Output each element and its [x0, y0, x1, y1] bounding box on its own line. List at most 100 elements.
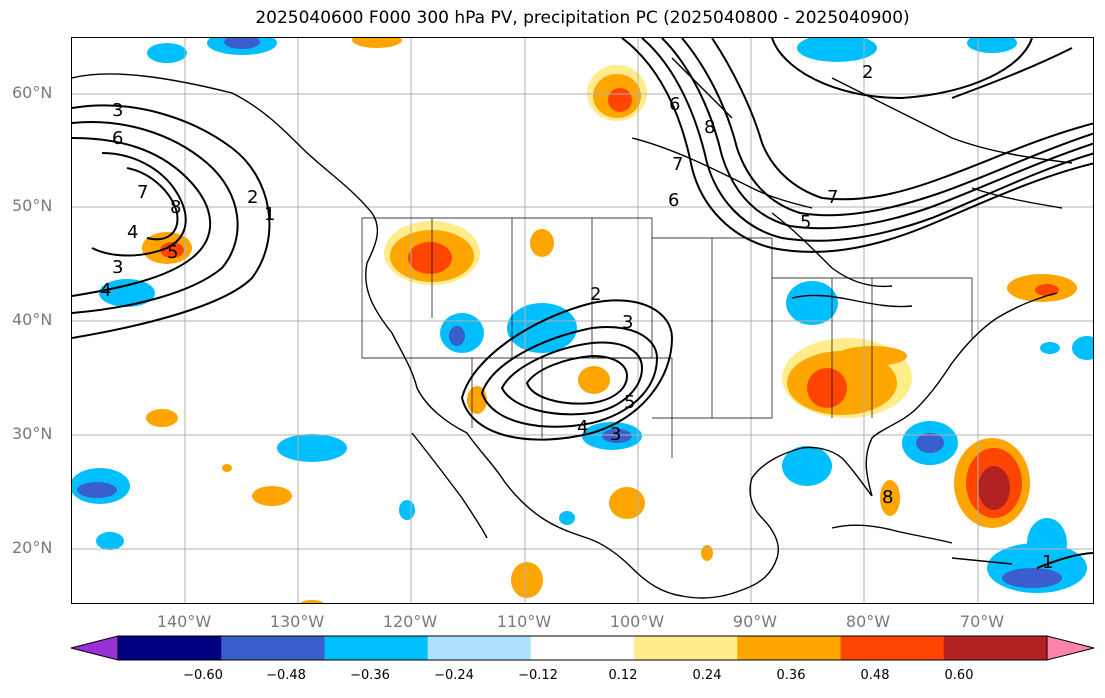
precip-pos-area	[530, 229, 554, 257]
lon-label-130w: 130°W	[269, 612, 325, 631]
colorbar	[70, 635, 1095, 661]
colorbar-tick-label: −0.48	[266, 668, 306, 683]
lat-label-30n: 30°N	[12, 424, 53, 443]
lon-label-140w: 140°W	[156, 612, 212, 631]
colorbar-tick-label: 0.48	[860, 668, 890, 683]
contour-label: 1	[264, 204, 275, 225]
precip-pos-area	[701, 545, 713, 561]
contour-label: 5	[624, 392, 635, 413]
precip-neg-area	[147, 43, 187, 63]
precip-pos-area	[880, 480, 900, 516]
contour-label: 6	[668, 190, 679, 211]
precip-pos-area	[608, 88, 632, 112]
precip-pos-area	[609, 487, 645, 519]
colorbar-arrow-left	[70, 635, 119, 661]
precip-pos-area	[511, 562, 543, 598]
precip-neg-area	[1072, 336, 1093, 360]
precip-pos-area	[146, 409, 178, 427]
contour-label: 1	[1042, 552, 1053, 573]
contour-label: 2	[862, 62, 873, 83]
lon-label-80w: 80°W	[845, 612, 891, 631]
contour-label: 5	[800, 212, 811, 233]
precip-neg-area	[782, 446, 832, 486]
precip-neg-area	[786, 281, 838, 325]
precip-neg-area	[967, 38, 1017, 53]
contour-label: 4	[100, 280, 111, 301]
colorbar-segment	[324, 636, 429, 660]
colorbar-tick-label: −0.60	[183, 668, 223, 683]
precip-neg-area	[449, 326, 465, 346]
precip-pos-area	[578, 366, 610, 394]
precip-neg-area	[1040, 342, 1060, 354]
lon-label-90w: 90°W	[732, 612, 778, 631]
map-title: 2025040600 F000 300 hPa PV, precipitatio…	[255, 8, 910, 28]
colorbar-arrow-right	[1046, 635, 1095, 661]
precip-neg-area	[399, 500, 415, 520]
precip-pos-area	[300, 600, 324, 603]
precip-pos-area	[978, 466, 1010, 510]
colorbar-segment	[427, 636, 532, 660]
colorbar-tick-label: −0.12	[518, 668, 558, 683]
contour-label: 6	[112, 128, 123, 149]
map-canvas: 3 6 7 8 2 1 4 3 4 5 2 3 5 4 3 6 8 7 5 6 …	[72, 38, 1093, 603]
contour-label: 8	[704, 117, 715, 138]
colorbar-tick-label: 0.24	[692, 668, 722, 683]
lon-label-120w: 120°W	[382, 612, 438, 631]
contour-label: 6	[669, 94, 680, 115]
precip-neg-area	[1027, 518, 1067, 568]
precip-pos-area	[408, 242, 452, 274]
contour-label: 3	[610, 424, 621, 445]
contour-label: 4	[127, 222, 138, 243]
precip-pos-area	[352, 38, 402, 48]
colorbar-segment	[943, 636, 1048, 660]
contour-label: 2	[590, 284, 601, 305]
contour-label: 7	[827, 187, 838, 208]
contour-label: 5	[167, 242, 178, 263]
precip-neg-area	[96, 532, 124, 550]
precip-neg-area	[916, 433, 944, 453]
precip-pos-area	[222, 464, 232, 472]
precip-neg-area	[602, 429, 632, 443]
contour-labels: 3 6 7 8 2 1 4 3 4 5 2 3 5 4 3 6 8 7 5 6 …	[100, 62, 1053, 573]
pv-contours	[72, 38, 1093, 569]
colorbar-tick-label: 0.36	[776, 668, 806, 683]
colorbar-tick-label: 0.12	[608, 668, 638, 683]
lat-label-60n: 60°N	[12, 83, 53, 102]
precip-pos-area	[807, 368, 847, 408]
precip-neg-area	[1002, 568, 1062, 588]
colorbar-segment	[634, 636, 738, 660]
precip-shading	[72, 38, 1093, 603]
colorbar-segment	[737, 636, 842, 660]
precip-pos-area	[1035, 284, 1059, 296]
colorbar-tick-label: −0.36	[350, 668, 390, 683]
contour-label: 8	[170, 197, 181, 218]
lon-label-110w: 110°W	[496, 612, 552, 631]
map-gridlines	[72, 38, 1093, 603]
precip-neg-area	[224, 38, 260, 49]
contour-label: 7	[137, 182, 148, 203]
contour-label: 8	[882, 487, 893, 508]
precip-neg-area	[277, 434, 347, 462]
precip-neg-area	[77, 482, 117, 498]
contour-label: 7	[672, 154, 683, 175]
contour-label: 2	[247, 187, 258, 208]
contour-label: 3	[112, 100, 123, 121]
lat-label-40n: 40°N	[12, 310, 53, 329]
contour-label: 4	[577, 417, 588, 438]
colorbar-segment	[530, 636, 635, 660]
lon-label-100w: 100°W	[609, 612, 665, 631]
lat-label-50n: 50°N	[12, 196, 53, 215]
colorbar-tick-label: −0.24	[434, 668, 474, 683]
coastlines	[72, 57, 1073, 599]
colorbar-segment	[840, 636, 945, 660]
contour-label: 3	[112, 257, 123, 278]
map-panel[interactable]: 3 6 7 8 2 1 4 3 4 5 2 3 5 4 3 6 8 7 5 6 …	[71, 37, 1094, 604]
state-borders	[361, 217, 973, 458]
colorbar-tick-label: 0.60	[944, 668, 974, 683]
colorbar-segment	[118, 636, 222, 660]
precip-neg-area	[559, 511, 575, 525]
precip-neg-area	[99, 279, 155, 307]
precip-pos-area	[160, 242, 184, 258]
precip-neg-area	[797, 38, 877, 62]
lon-label-70w: 70°W	[959, 612, 1005, 631]
